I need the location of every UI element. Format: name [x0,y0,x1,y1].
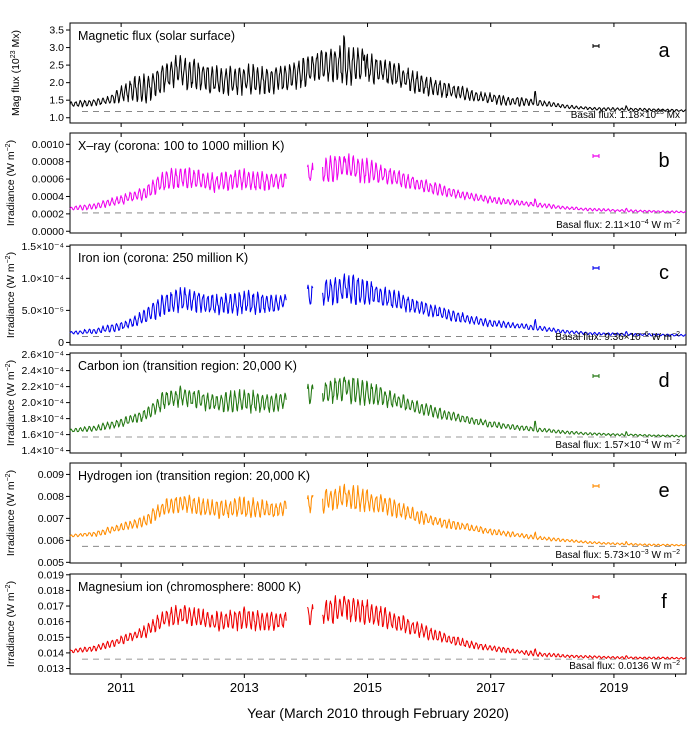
y-tick-label: 1.5×10⁻⁴ [22,241,64,253]
y-axis-label: Irradiance (W m−2) [5,470,17,556]
basal-flux-label: Basal flux: 9.36×10−6 W m−2 [555,331,680,343]
y-tick-label: 1.0×10⁻⁴ [22,273,64,285]
y-tick-label: 2.6×10⁻⁴ [22,349,64,361]
y-tick-label: 0.014 [38,647,64,659]
y-tick-label: 0 [58,337,64,349]
y-axis-label: Mag flux (1023 Mx) [10,30,22,116]
y-axis-label: Irradiance (W m−2) [5,360,17,446]
basal-flux-label: Basal flux: 0.0136 W m−2 [569,660,680,672]
y-tick-label: 0.0008 [32,156,64,168]
panel-title: Carbon ion (transition region: 20,000 K) [78,359,297,373]
series-line-e [69,483,687,547]
x-tick-label: 2011 [107,680,135,695]
series-line-f [69,595,687,660]
x-axis-label: Year (March 2010 through February 2020) [247,705,509,721]
y-tick-label: 1.4×10⁻⁴ [22,445,64,457]
y-tick-label: 0.018 [38,585,64,597]
y-tick-label: 1.6×10⁻⁴ [22,429,64,441]
y-tick-label: 0.0000 [32,226,64,238]
panel-b: 0.0000 0.0002 0.0004 0.0006 0.0008 0.0010 X–ra… [5,132,687,238]
x-tick-label: 2015 [353,680,382,695]
y-tick-label: 0.0002 [32,208,64,220]
panel-title: Magnesium ion (chromosphere: 8000 K) [78,580,301,594]
y-tick-label: 0.019 [38,569,64,581]
y-tick-label: 0.016 [38,616,64,628]
panel-title: Hydrogen ion (transition region: 20,000 … [78,469,310,483]
panel-title: Magnetic flux (solar surface) [78,29,235,43]
y-tick-label: 1.0 [49,112,64,124]
panel-letter: f [661,591,667,613]
panel-a: 1.0 1.5 2.0 2.5 3.0 3.5 Magnetic flux (solar s… [10,22,687,127]
panel-letter: d [658,370,669,392]
basal-flux-label: Basal flux: 1.18×1023 Mx [571,109,680,121]
y-tick-label: 0.0010 [32,139,64,151]
panel-frame [69,462,687,564]
panel-title: X–ray (corona: 100 to 1000 million K) [78,139,284,153]
series-line-c [69,273,687,337]
y-axis-label: Irradiance (W m−2) [5,140,17,226]
y-tick-label: 0.017 [38,601,64,613]
y-tick-label: 0.008 [38,491,64,503]
y-tick-label: 0.013 [38,663,64,675]
panel-e: 0.005 0.006 0.007 0.008 0.009 Hydrogen ion (t… [5,462,687,569]
y-tick-label: 0.007 [38,513,64,525]
x-tick-label: 2019 [599,680,628,695]
y-tick-label: 2.4×10⁻⁴ [22,365,64,377]
panel-f: 0.013 0.014 0.015 0.016 0.017 0.018 0.019 Magne… [5,569,687,678]
panel-letter: e [658,480,669,502]
y-tick-label: 5.0×10⁻⁵ [22,305,64,317]
x-tick-label: 2017 [476,680,505,695]
y-axis-label: Irradiance (W m−2) [5,252,17,338]
panel-title: Iron ion (corona: 250 million K) [78,251,248,265]
y-tick-label: 0.005 [38,557,64,569]
panel-frame [69,132,687,234]
y-tick-label: 2.0×10⁻⁴ [22,397,64,409]
panel-frame [69,244,687,346]
y-axis-label: Irradiance (W m−2) [5,581,17,667]
y-tick-label: 0.0006 [32,174,64,186]
y-tick-label: 3.5 [49,25,64,37]
panel-frame [69,22,687,124]
y-tick-label: 0.006 [38,535,64,547]
basal-flux-label: Basal flux: 1.57×10−4 W m−2 [555,439,680,451]
series-line-a [69,35,687,113]
y-tick-label: 1.5 [49,95,64,107]
panel-letter: c [659,262,669,284]
panel-frame [69,573,687,675]
y-tick-label: 2.0 [49,77,64,89]
panel-c: 0 5.0×10⁻⁵ 1.0×10⁻⁴ 1.5×10⁻⁴ Iron ion (coron… [5,241,687,349]
panel-letter: a [658,40,670,62]
series-line-d [69,376,687,438]
panel-d: 1.4×10⁻⁴ 1.6×10⁻⁴ 1.8×10⁻⁴ 2.0×10⁻⁴ 2.2×10⁻⁴… [5,349,687,457]
y-tick-label: 0.0004 [32,191,64,203]
basal-flux-label: Basal flux: 2.11×10−4 W m−2 [556,219,680,231]
y-tick-label: 3.0 [49,42,64,54]
y-tick-label: 0.009 [38,469,64,481]
x-tick-label: 2013 [230,680,259,695]
y-tick-label: 1.8×10⁻⁴ [22,413,64,425]
panel-letter: b [658,150,669,172]
y-tick-label: 0.015 [38,632,64,644]
y-tick-label: 2.2×10⁻⁴ [22,381,64,393]
y-tick-label: 2.5 [49,60,64,72]
series-line-b [69,153,687,214]
basal-flux-label: Basal flux: 5.73×10−3 W m−2 [555,549,680,561]
